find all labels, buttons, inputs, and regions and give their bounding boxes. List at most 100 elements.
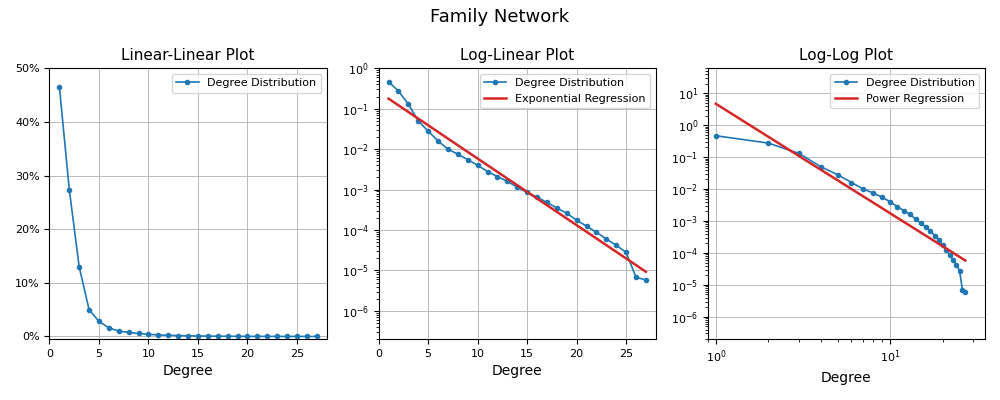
Degree Distribution	[472, 163, 484, 168]
Degree Distribution	[222, 334, 234, 339]
Degree Distribution	[710, 133, 722, 138]
Degree Distribution	[600, 236, 612, 241]
Exponential Regression	[616, 253, 628, 258]
X-axis label: Degree: Degree	[492, 364, 543, 378]
Degree Distribution	[491, 174, 503, 179]
Degree Distribution	[944, 252, 956, 257]
Degree Distribution	[929, 233, 941, 238]
Degree Distribution	[291, 334, 303, 339]
Exponential Regression	[383, 96, 395, 101]
Degree Distribution	[762, 141, 774, 146]
Degree Distribution	[63, 187, 75, 192]
Degree Distribution	[103, 326, 115, 330]
Line: Degree Distribution: Degree Distribution	[57, 84, 319, 338]
Degree Distribution	[311, 334, 323, 339]
Degree Distribution	[876, 195, 888, 200]
Degree Distribution	[133, 331, 145, 336]
Degree Distribution	[832, 172, 844, 177]
Degree Distribution	[402, 102, 414, 106]
Degree Distribution	[392, 89, 404, 94]
Legend: Degree Distribution, Exponential Regression: Degree Distribution, Exponential Regress…	[480, 74, 650, 108]
Degree Distribution	[212, 334, 224, 338]
Degree Distribution	[452, 152, 464, 157]
Exponential Regression	[383, 97, 395, 102]
Degree Distribution	[241, 334, 253, 339]
Degree Distribution	[924, 229, 936, 234]
Degree Distribution	[172, 333, 184, 338]
Power Regression	[947, 250, 959, 255]
Degree Distribution	[462, 157, 474, 162]
Degree Distribution	[511, 185, 523, 190]
Degree Distribution	[620, 250, 632, 255]
Degree Distribution	[590, 230, 602, 235]
Degree Distribution	[845, 180, 857, 185]
Degree Distribution	[142, 332, 154, 337]
Degree Distribution	[937, 243, 949, 248]
Degree Distribution	[521, 190, 533, 195]
Text: Family Network: Family Network	[430, 8, 570, 26]
Line: Degree Distribution: Degree Distribution	[714, 134, 967, 294]
Degree Distribution	[610, 243, 622, 248]
Degree Distribution	[815, 164, 827, 169]
Degree Distribution	[232, 334, 244, 339]
Line: Degree Distribution: Degree Distribution	[386, 80, 648, 282]
Line: Exponential Regression: Exponential Regression	[389, 99, 646, 272]
Degree Distribution	[73, 264, 85, 269]
Degree Distribution	[561, 211, 573, 216]
Degree Distribution	[251, 334, 263, 339]
Degree Distribution	[551, 206, 563, 210]
Degree Distribution	[933, 237, 945, 242]
Exponential Regression	[536, 199, 548, 204]
Degree Distribution	[383, 79, 395, 84]
Degree Distribution	[192, 334, 204, 338]
Title: Log-Log Plot: Log-Log Plot	[799, 48, 893, 63]
Degree Distribution	[959, 290, 971, 295]
Legend: Degree Distribution: Degree Distribution	[172, 74, 321, 93]
Degree Distribution	[281, 334, 293, 339]
Degree Distribution	[202, 334, 214, 338]
Degree Distribution	[271, 334, 283, 339]
Degree Distribution	[123, 330, 135, 335]
Degree Distribution	[442, 147, 454, 152]
Degree Distribution	[857, 187, 869, 192]
Degree Distribution	[920, 224, 932, 229]
Title: Linear-Linear Plot: Linear-Linear Plot	[121, 48, 255, 63]
Power Regression	[922, 235, 934, 240]
Degree Distribution	[956, 288, 968, 293]
Degree Distribution	[898, 208, 910, 213]
Degree Distribution	[261, 334, 273, 339]
Exponential Regression	[535, 199, 547, 204]
Exponential Regression	[540, 202, 552, 207]
Degree Distribution	[793, 151, 805, 156]
Degree Distribution	[152, 332, 164, 337]
Degree Distribution	[113, 329, 125, 334]
Degree Distribution	[93, 319, 105, 324]
Power Regression	[716, 105, 728, 110]
Degree Distribution	[630, 275, 642, 280]
Degree Distribution	[412, 118, 424, 123]
Degree Distribution	[182, 334, 194, 338]
Power Regression	[952, 254, 964, 258]
Degree Distribution	[531, 195, 543, 200]
Exponential Regression	[640, 269, 652, 274]
Degree Distribution	[541, 200, 553, 205]
Power Regression	[922, 234, 934, 239]
Degree Distribution	[432, 138, 444, 143]
Degree Distribution	[301, 334, 313, 339]
Degree Distribution	[867, 191, 879, 196]
Degree Distribution	[83, 307, 95, 312]
Degree Distribution	[53, 84, 65, 89]
Degree Distribution	[891, 204, 903, 209]
Power Regression	[710, 101, 722, 106]
Legend: Degree Distribution, Power Regression: Degree Distribution, Power Regression	[830, 74, 979, 108]
Degree Distribution	[954, 268, 966, 273]
Degree Distribution	[940, 248, 952, 252]
X-axis label: Degree: Degree	[821, 371, 872, 385]
Degree Distribution	[884, 199, 896, 204]
Degree Distribution	[162, 333, 174, 338]
Degree Distribution	[910, 217, 922, 222]
Degree Distribution	[482, 169, 494, 174]
X-axis label: Degree: Degree	[163, 364, 213, 378]
Degree Distribution	[915, 221, 927, 226]
Title: Log-Linear Plot: Log-Linear Plot	[460, 48, 574, 63]
